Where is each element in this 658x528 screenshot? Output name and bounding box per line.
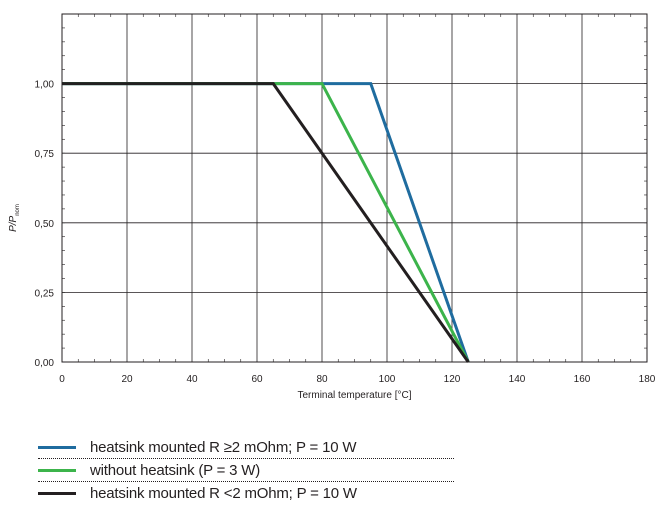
x-axis-title: Terminal temperature [°C] — [297, 390, 411, 400]
x-tick-label: 40 — [186, 374, 198, 385]
legend-label: heatsink mounted R ≥2 mOhm; P = 10 W — [90, 438, 357, 456]
x-tick-label: 180 — [639, 374, 656, 385]
derating-chart: 0 20 40 60 80 100 120 140 160 180 0,00 0,25 0,50 0,75… — [8, 13, 656, 400]
tick-labels: 0 20 40 60 80 100 120 140 160 180 0,00 0,25 0,50 0,75… — [35, 80, 656, 385]
y-axis-title-sub: nom — [15, 204, 21, 216]
y-tick-label: 1,00 — [35, 80, 55, 91]
legend-label: without heatsink (P = 3 W) — [90, 461, 261, 479]
legend-label: heatsink mounted R <2 mOhm; P = 10 W — [90, 484, 357, 502]
legend-swatch-blue — [38, 445, 76, 449]
y-tick-label: 0,25 — [35, 288, 55, 299]
x-tick-label: 80 — [316, 374, 328, 385]
legend-swatch-black — [38, 491, 76, 495]
plot-frame — [61, 13, 648, 363]
legend-item: heatsink mounted R ≥2 mOhm; P = 10 W — [38, 436, 454, 459]
series-line-3 — [62, 82, 470, 363]
y-axis-title: P/Pnom — [8, 204, 21, 232]
x-tick-label: 160 — [574, 374, 591, 385]
y-axis-title-main: P/P — [8, 215, 19, 231]
x-tick-label: 100 — [379, 374, 396, 385]
x-tick-label: 120 — [444, 374, 461, 385]
legend: heatsink mounted R ≥2 mOhm; P = 10 W wit… — [38, 436, 454, 504]
y-tick-label: 0,00 — [35, 358, 55, 369]
x-tick-label: 20 — [121, 374, 133, 385]
legend-item: without heatsink (P = 3 W) — [38, 459, 454, 482]
y-tick-label: 0,75 — [35, 149, 55, 160]
x-tick-label: 140 — [509, 374, 526, 385]
legend-item: heatsink mounted R <2 mOhm; P = 10 W — [38, 482, 454, 504]
legend-swatch-green — [38, 468, 76, 472]
ticks — [62, 13, 647, 363]
y-tick-label: 0,50 — [35, 219, 55, 230]
grid — [61, 13, 648, 363]
series-layer — [62, 82, 470, 363]
x-tick-label: 0 — [59, 374, 65, 385]
x-tick-label: 60 — [251, 374, 263, 385]
